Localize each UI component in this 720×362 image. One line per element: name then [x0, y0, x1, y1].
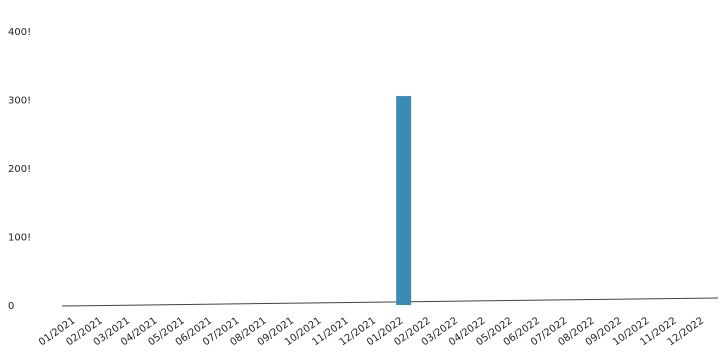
y-tick-label: 300! — [8, 96, 31, 107]
y-tick-label: 0 — [8, 301, 14, 312]
bars — [396, 96, 412, 305]
y-tick-label: 400! — [8, 27, 31, 38]
y-axis-labels: 0 100! 200! 300! 400! — [8, 27, 31, 312]
y-tick-label: 100! — [8, 233, 31, 244]
y-tick-label: 200! — [8, 164, 31, 175]
bar-01-2022 — [396, 96, 412, 305]
x-axis-line — [61, 297, 719, 307]
x-axis-labels: 01/202102/202103/202104/202105/202106/20… — [37, 315, 706, 348]
